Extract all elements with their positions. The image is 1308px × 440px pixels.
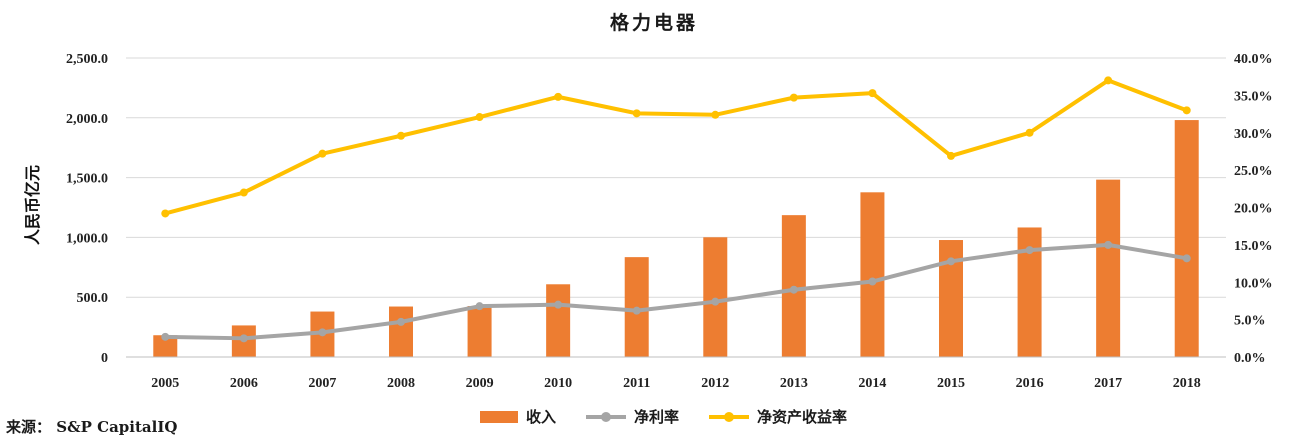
- x-tick-label: 2011: [623, 376, 650, 391]
- bar-revenue: [1174, 120, 1199, 357]
- point-roe: [239, 188, 248, 197]
- point-net-margin: [397, 317, 405, 326]
- x-tick-label: 2016: [1016, 376, 1044, 391]
- y2-tick-label: 0.0%: [1234, 351, 1266, 366]
- point-roe: [475, 113, 484, 122]
- source-label: 来源：: [6, 418, 52, 436]
- point-roe: [1182, 106, 1191, 115]
- point-net-margin: [1182, 254, 1191, 263]
- legend-swatch-net-margin: [586, 410, 627, 424]
- x-tick-label: 2005: [151, 376, 179, 391]
- line-roe: [164, 78, 1188, 216]
- grid-layer: [126, 57, 1226, 298]
- y-tick-label: 0: [101, 351, 108, 366]
- x-tick-label: 2008: [387, 376, 415, 391]
- y-tick-label: 2,000.0: [66, 112, 108, 127]
- point-net-margin: [789, 285, 798, 294]
- x-tick-label: 2010: [544, 376, 572, 391]
- y2-tick-label: 20.0%: [1234, 202, 1273, 217]
- y-tick-label: 2,500.0: [66, 52, 108, 67]
- bar-revenue: [467, 306, 492, 357]
- legend-swatch-revenue: [480, 410, 518, 423]
- point-roe: [554, 92, 563, 101]
- bar-revenue: [860, 192, 885, 357]
- y-axis-title: 人民币亿元: [23, 165, 42, 245]
- legend-item-net-margin: 净利率: [586, 406, 679, 427]
- point-net-margin: [711, 297, 720, 306]
- legend: 收入 净利率 净资产收益率: [480, 406, 877, 427]
- y2-tick-label: 40.0%: [1234, 52, 1273, 67]
- bar-revenue: [389, 306, 413, 357]
- x-tick-label: 2006: [230, 376, 258, 391]
- bar-revenue: [153, 335, 178, 357]
- legend-item-revenue: 收入: [480, 406, 556, 427]
- y-tick-label: 1,000.0: [66, 231, 108, 246]
- bar-revenue: [703, 237, 728, 357]
- point-net-margin: [947, 257, 955, 266]
- line-layer: [161, 76, 1191, 343]
- point-roe: [1025, 128, 1034, 137]
- x-tick-label: 2007: [308, 376, 336, 391]
- source-note: 来源： S&P CapitalIQ: [6, 416, 177, 437]
- point-roe: [947, 151, 955, 160]
- y2-tick-label: 35.0%: [1234, 89, 1273, 104]
- point-net-margin: [161, 332, 170, 341]
- point-net-margin: [475, 302, 484, 311]
- chart-title: 格力电器: [609, 12, 698, 34]
- x-tick-label: 2017: [1094, 376, 1122, 391]
- point-roe: [868, 89, 877, 98]
- x-tick-label: 2009: [466, 376, 494, 391]
- legend-label-roe: 净资产收益率: [757, 408, 848, 426]
- bar-revenue: [1096, 179, 1121, 357]
- legend-label-net-margin: 净利率: [634, 408, 680, 426]
- point-net-margin: [1104, 240, 1113, 249]
- point-net-margin: [554, 300, 563, 309]
- x-tick-label: 2014: [858, 376, 886, 391]
- axis-layer: 0 500.0 1,000.0 1,500.0 2,000.0 2,500.0 0.0% 5.…: [66, 52, 1273, 391]
- point-roe: [318, 149, 327, 158]
- y2-tick-label: 10.0%: [1234, 276, 1273, 291]
- x-tick-label: 2012: [701, 376, 729, 391]
- point-net-margin: [1025, 246, 1034, 255]
- bar-revenue: [546, 284, 571, 357]
- point-roe: [397, 131, 405, 140]
- point-net-margin: [632, 306, 641, 315]
- source-text: S&P CapitalIQ: [56, 418, 178, 436]
- legend-label-revenue: 收入: [526, 408, 557, 426]
- legend-swatch-roe: [709, 410, 750, 424]
- point-roe: [789, 93, 798, 102]
- point-roe: [632, 109, 641, 118]
- point-roe: [161, 209, 170, 218]
- bar-layer: [153, 120, 1199, 357]
- y2-tick-label: 5.0%: [1234, 314, 1266, 329]
- point-roe: [1104, 76, 1113, 85]
- y-tick-label: 500.0: [77, 291, 109, 306]
- point-roe: [711, 110, 720, 119]
- y2-tick-label: 30.0%: [1234, 127, 1273, 142]
- x-tick-label: 2015: [937, 376, 965, 391]
- point-net-margin: [318, 328, 327, 337]
- legend-item-roe: 净资产收益率: [709, 406, 847, 427]
- x-tick-label: 2013: [780, 376, 808, 391]
- y2-tick-label: 15.0%: [1234, 239, 1273, 254]
- y-tick-label: 1,500.0: [66, 172, 108, 187]
- point-net-margin: [239, 334, 248, 343]
- line-net-margin: [165, 242, 1188, 341]
- x-tick-label: 2018: [1173, 376, 1201, 391]
- y2-tick-label: 25.0%: [1234, 164, 1273, 179]
- point-net-margin: [868, 277, 877, 286]
